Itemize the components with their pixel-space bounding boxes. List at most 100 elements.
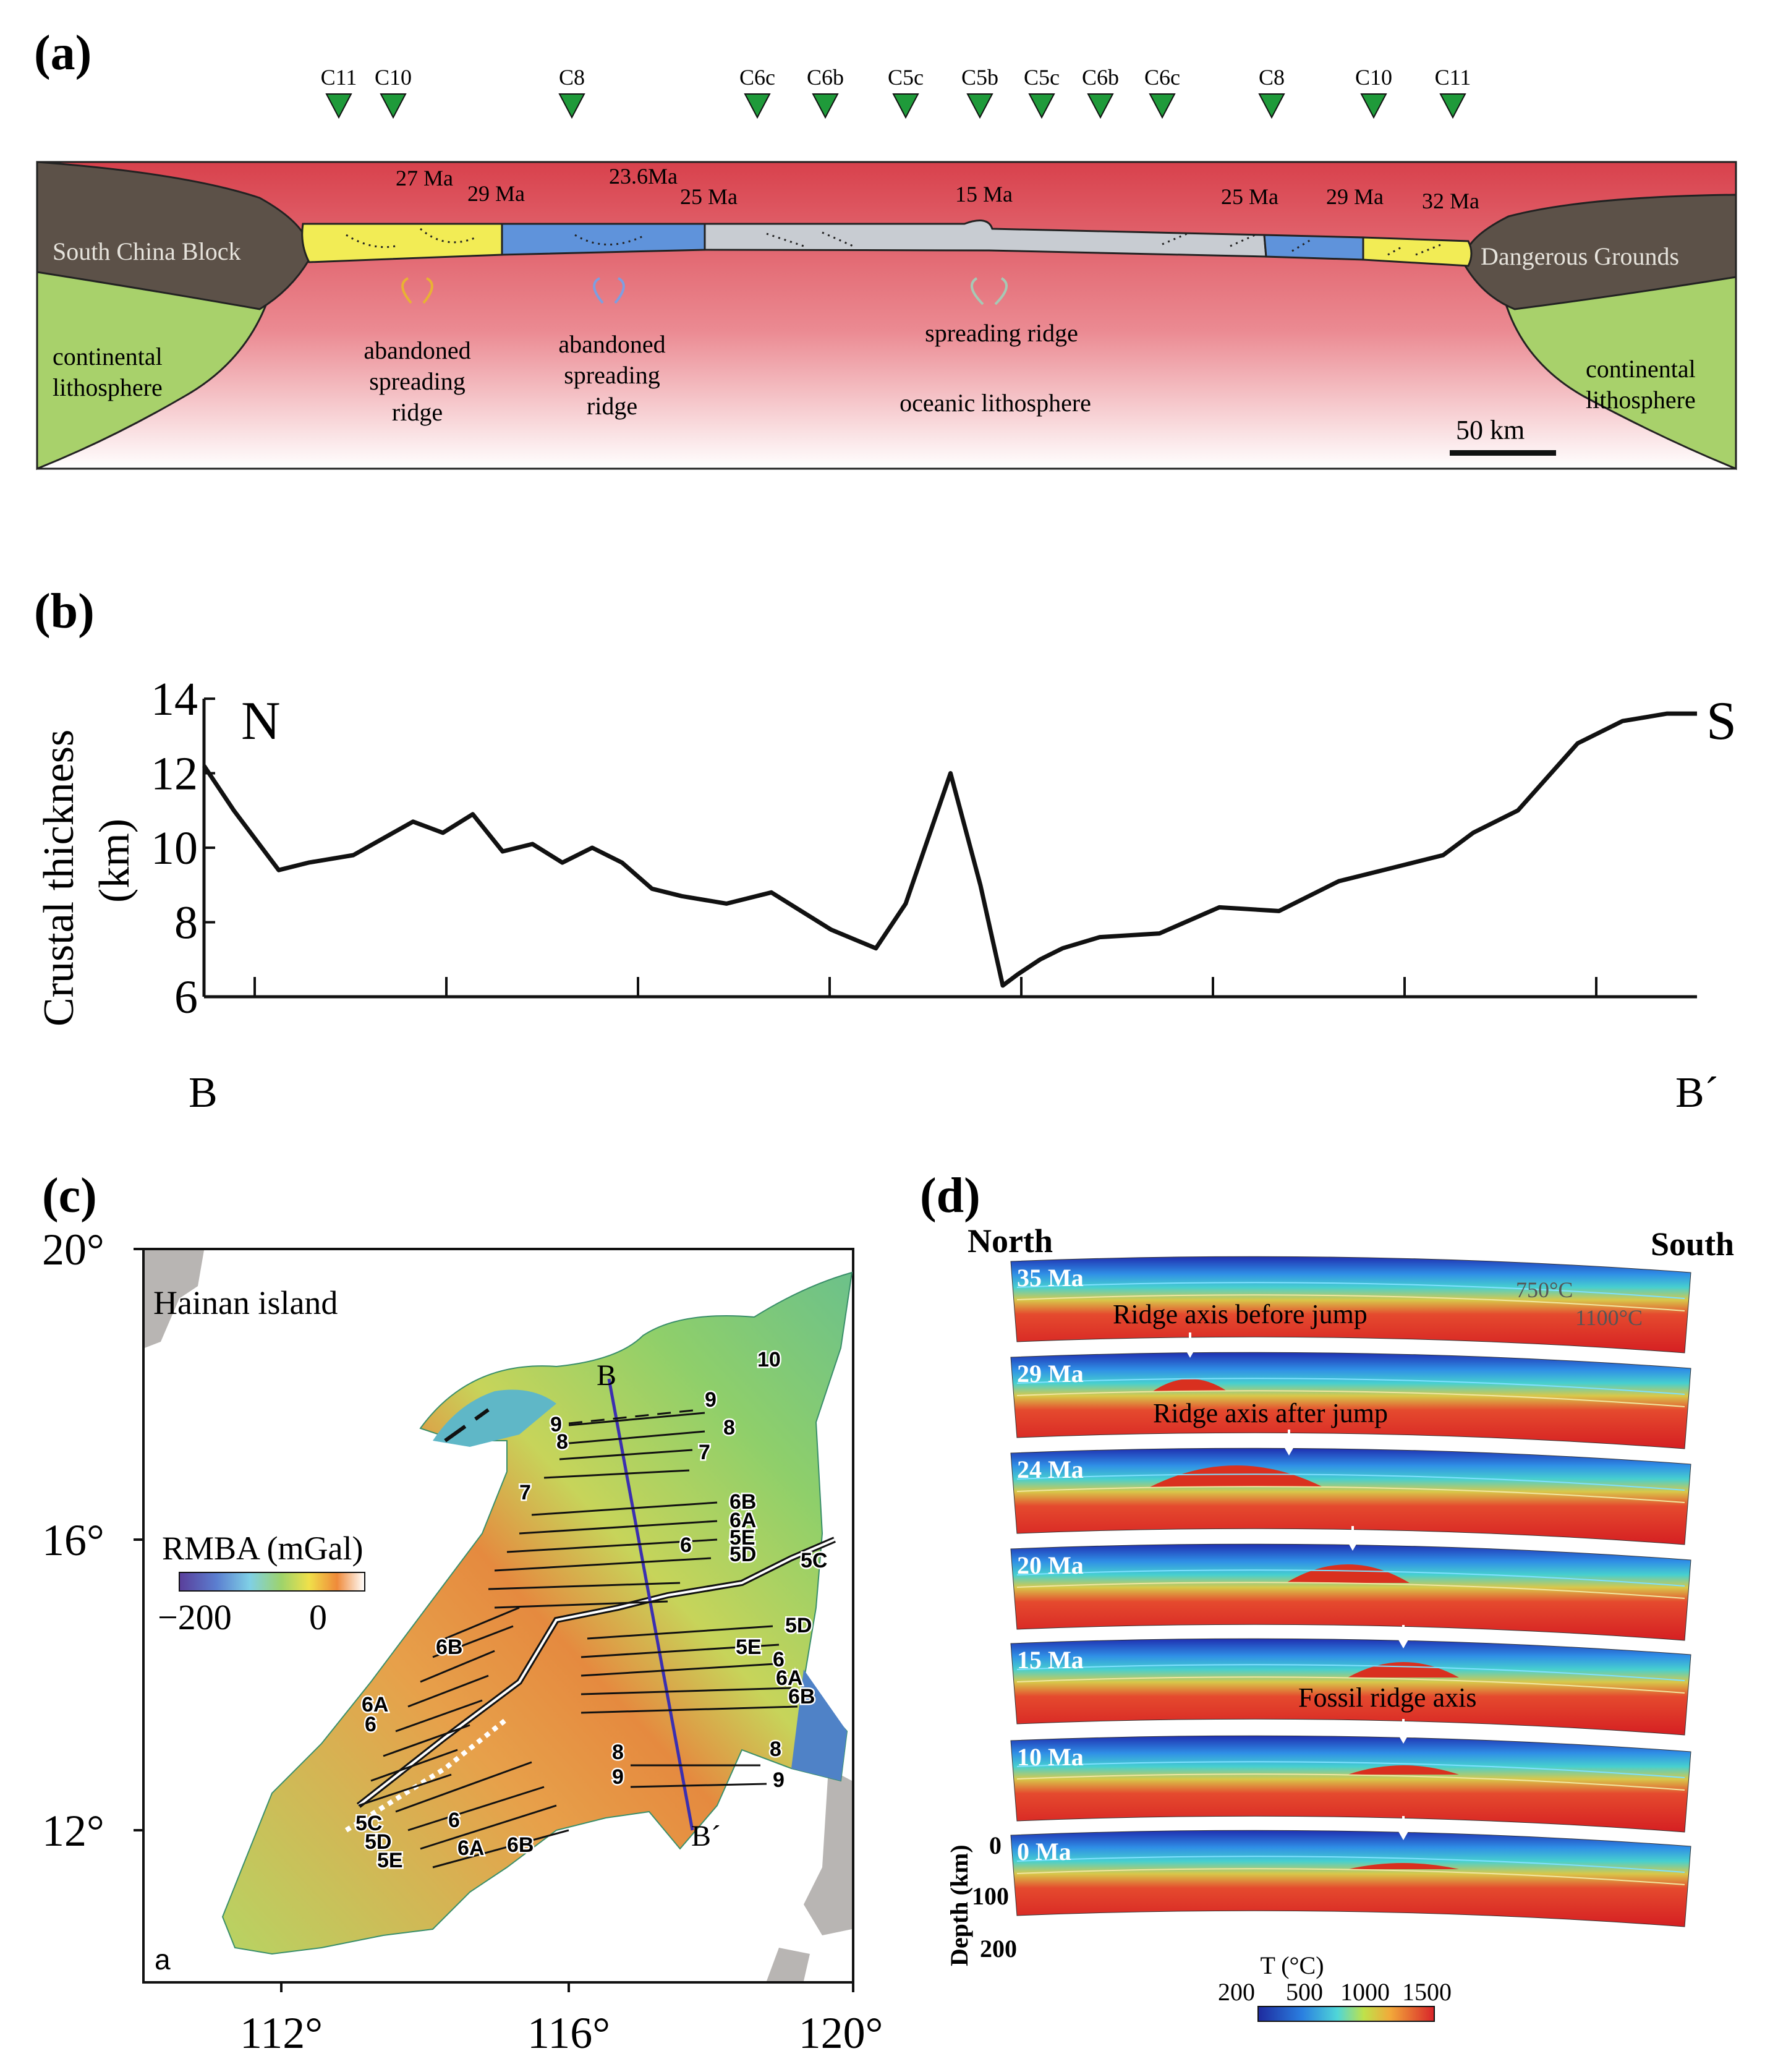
thermal-slab [1010, 1256, 1691, 1354]
crust-blue-north [501, 223, 706, 256]
chron-label: C6b [1082, 65, 1119, 90]
isotherm-line [1016, 1390, 1685, 1407]
isochron-label: 5E [377, 1849, 403, 1872]
crust-gray-center [704, 220, 1267, 258]
slab-age-label: 24 Ma [1017, 1456, 1084, 1483]
longitude-label: 112° [240, 2008, 323, 2058]
latitude-label: 12° [42, 1806, 104, 1856]
chron-marker-icon [558, 93, 585, 119]
isochron-label: 5D [365, 1830, 391, 1854]
depth-tick: 200 [980, 1935, 1017, 1963]
south-china-block-label: South China Block [53, 237, 240, 265]
chron-label: C11 [1435, 65, 1471, 90]
isochron-label: 5E [729, 1526, 755, 1550]
abandoned-ridge-label: abandoned [558, 330, 665, 358]
isotherm-line [1016, 1473, 1685, 1491]
isochron-label: 6A [362, 1693, 388, 1716]
isochron-label: 10 [757, 1348, 781, 1371]
isochron-label: 6 [773, 1648, 785, 1671]
isochron-label: 6 [680, 1533, 692, 1557]
chron-label: C5c [888, 65, 924, 90]
spreading-ridge-label: spreading ridge [925, 319, 1078, 347]
crust-blue-south [1263, 234, 1364, 261]
temperature-tick: 500 [1286, 1978, 1323, 2006]
chron-label: C6c [739, 65, 775, 90]
rmba-southeast-blue [791, 1669, 847, 1781]
slab-age-label: 29 Ma [1017, 1360, 1084, 1388]
thermal-slab [1010, 1735, 1691, 1833]
isochron-label: 5D [729, 1543, 756, 1566]
abandoned-ridge-label: spreading [564, 361, 660, 389]
philippine-land [804, 1768, 852, 1935]
panel-d-label: (d) [920, 1169, 980, 1223]
isochron-label: 6A [457, 1836, 484, 1860]
panel-b-label: (b) [34, 584, 95, 639]
isotherm-line [1016, 1761, 1685, 1778]
north-label: North [968, 1222, 1053, 1260]
hot-upwelling [1286, 1564, 1410, 1583]
isotherm-line [1016, 1294, 1685, 1311]
panel-a-label: (a) [34, 26, 91, 80]
ridge-after-jump-label: Ridge axis after jump [1153, 1398, 1388, 1428]
slab-age-label: 20 Ma [1017, 1551, 1084, 1579]
isochron-label: 6B [788, 1685, 815, 1708]
south-marker: S [1706, 691, 1737, 751]
isochron-label: 7 [699, 1441, 710, 1464]
chron-marker-icon [892, 93, 919, 119]
profile-end-label: B´ [1675, 1069, 1719, 1117]
chron-marker-icon [1439, 93, 1466, 119]
scale-bar [1450, 450, 1556, 456]
rmba-colorbar [179, 1572, 365, 1592]
temperature-tick: 1500 [1402, 1978, 1452, 2006]
thermal-slab [1010, 1638, 1691, 1736]
isochron-label: 8 [770, 1737, 781, 1761]
profile-start-label: B [597, 1359, 616, 1392]
continental-lithosphere-label: continental [1586, 355, 1696, 383]
panel-c-label: (c) [42, 1169, 97, 1223]
isochron-label: 6B [729, 1490, 756, 1514]
isochron-label: 6A [729, 1509, 756, 1532]
hot-upwelling [1153, 1379, 1227, 1391]
age-label: 23.6Ma [609, 164, 678, 189]
chron-marker-icon [1149, 93, 1176, 119]
chron-marker-icon [1360, 93, 1387, 119]
hot-upwelling [1348, 1863, 1459, 1869]
isotherm-line [1016, 1486, 1685, 1503]
abandoned-ridge-label: spreading [369, 367, 466, 395]
south-label: South [1651, 1226, 1734, 1263]
chron-label: C11 [321, 65, 357, 90]
isotherm-line [1016, 1664, 1685, 1681]
isotherm-line [1016, 1569, 1685, 1587]
slab-age-label: 10 Ma [1017, 1743, 1084, 1771]
depth-axis-title: Depth (km) [945, 1844, 973, 1966]
thickness-series-line [202, 711, 1697, 988]
thermal-slab [1010, 1543, 1691, 1641]
temperature-colorbar [1257, 2006, 1435, 2022]
isochron-label: 8 [723, 1416, 735, 1439]
rmba-basin [221, 1271, 853, 1955]
isochron-label: 8 [612, 1741, 624, 1764]
latitude-label: 20° [42, 1225, 104, 1274]
age-label: 15 Ma [955, 182, 1013, 207]
chron-label: C5b [961, 65, 998, 90]
y-tick-label: 12 [151, 748, 198, 800]
abandoned-ridge-label: ridge [392, 398, 443, 426]
panel-d-thermal-model: (d) North South 35 Ma 29 Ma 24 Ma 20 Ma 15 M… [920, 1169, 1734, 2022]
north-marker: N [241, 691, 281, 751]
age-label: 32 Ma [1422, 189, 1479, 213]
hainan-label: Hainan island [153, 1284, 338, 1321]
chron-label: C6c [1144, 65, 1180, 90]
continental-lithosphere-label: lithosphere [1586, 386, 1696, 414]
age-label: 27 Ma [396, 166, 453, 190]
rmba-northwest-lobe [433, 1389, 556, 1447]
isochron-label: 8 [556, 1430, 568, 1454]
chron-marker-icon [812, 93, 839, 119]
fossil-ridge-label: Fossil ridge axis [1298, 1682, 1476, 1713]
isochron-label: 5C [355, 1812, 382, 1835]
profile-end-label: B´ [691, 1820, 721, 1852]
crust-yellow-south [1362, 236, 1473, 267]
isochron-label: 9 [705, 1388, 717, 1412]
chron-label: C5c [1024, 65, 1060, 90]
isotherm-line [1016, 1676, 1685, 1694]
